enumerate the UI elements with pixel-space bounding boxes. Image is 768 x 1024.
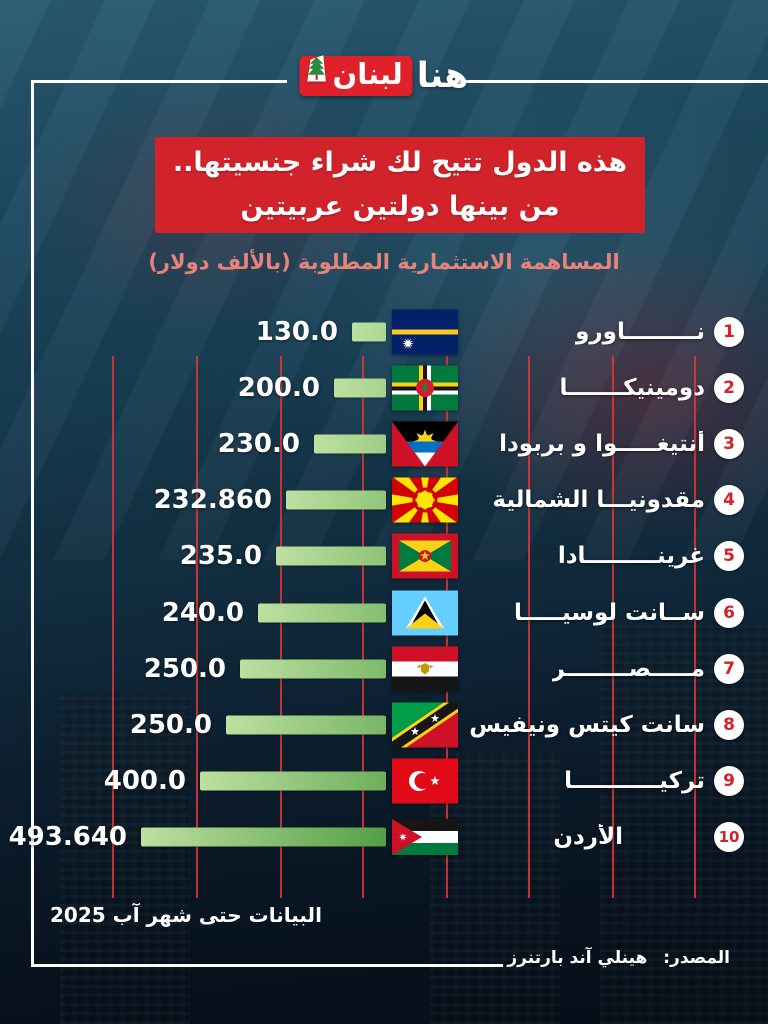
chart-row: 130.0 نـــــــــاورو 1 — [0, 304, 768, 360]
turkey-flag — [392, 758, 458, 804]
rank-badge: 8 — [714, 710, 744, 740]
value-bar — [286, 490, 386, 510]
rank-badge: 1 — [714, 317, 744, 347]
value-label: 240.0 — [161, 598, 244, 628]
chart-subtitle: المساهمة الاستثمارية المطلوبة (بالألف دو… — [148, 250, 620, 274]
rank-badge: 10 — [714, 822, 744, 852]
chart-row: 200.0 دومينيكـــــــا 2 — [0, 360, 768, 416]
frame-line-top-right — [452, 80, 768, 83]
source-credit: المصدر: هينلي آند بارتنرز — [507, 948, 730, 968]
nauru-flag — [392, 309, 458, 355]
gridline — [528, 356, 530, 898]
chart-row: 232.860 مقدونيـــا الشمالية 4 — [0, 472, 768, 528]
frame-line-left — [31, 80, 34, 967]
chart-row: 250.0 سانت كيتس ونيفيس 8 — [0, 697, 768, 753]
gridline — [362, 356, 364, 898]
rank-badge: 3 — [714, 429, 744, 459]
title-line2: من بينها دولتين عربيتين — [240, 191, 560, 222]
chart-row: 493.640 الأردن 10 — [0, 809, 768, 865]
hona-lebanon-logo: هنا لبنان — [299, 54, 469, 96]
saint-kitts-flag — [392, 702, 458, 748]
jordan-flag — [392, 819, 458, 855]
chart-row: 230.0 أنتيغـــــوا و بربودا 3 — [0, 416, 768, 472]
gridline — [196, 356, 198, 898]
cedar-icon — [307, 54, 326, 82]
country-name: مقدونيـــا الشمالية — [492, 487, 705, 513]
data-period-note: البيانات حتى شهر آب 2025 — [50, 903, 322, 927]
value-label: 250.0 — [143, 654, 226, 684]
logo-text-hona: هنا — [416, 55, 469, 96]
value-bar — [276, 546, 386, 566]
gridline — [280, 356, 282, 898]
country-name: غرينـــــــــادا — [557, 543, 705, 569]
value-label: 230.0 — [217, 429, 300, 459]
country-name: الأردن — [553, 824, 623, 850]
value-bar — [334, 378, 386, 398]
country-name: ســانت لوسيـــــا — [514, 600, 705, 626]
chart-row: 235.0 غرينـــــــــادا 5 — [0, 528, 768, 584]
value-label: 235.0 — [179, 541, 262, 571]
antigua-flag — [392, 421, 458, 467]
source-name: هينلي آند بارتنرز — [507, 948, 648, 968]
title-banner: هذه الدول تتيح لك شراء جنسيتها.. من بينه… — [155, 137, 645, 233]
rank-badge: 2 — [714, 373, 744, 403]
country-name: تركيـــــــــــا — [564, 768, 705, 794]
value-bar — [258, 603, 386, 623]
value-bar — [200, 771, 386, 791]
value-label: 130.0 — [255, 317, 338, 347]
rank-badge: 9 — [714, 766, 744, 796]
title-line1: هذه الدول تتيح لك شراء جنسيتها.. — [172, 146, 628, 178]
saint-lucia-flag — [392, 590, 458, 636]
value-label: 232.860 — [153, 485, 272, 515]
frame-line-bottom — [31, 964, 503, 967]
chart-row: 250.0 مـــــصــــــــر 7 — [0, 641, 768, 697]
source-label: المصدر: — [663, 948, 730, 968]
value-label: 493.640 — [8, 822, 127, 852]
value-bar — [226, 715, 386, 735]
grenada-flag — [392, 533, 458, 579]
value-label: 250.0 — [129, 710, 212, 740]
country-name: سانت كيتس ونيفيس — [469, 712, 705, 738]
value-label: 200.0 — [237, 373, 320, 403]
rank-badge: 5 — [714, 541, 744, 571]
logo-text-lebanon: لبنان — [332, 57, 403, 91]
value-bar — [240, 659, 386, 679]
country-name: أنتيغـــــوا و بربودا — [499, 431, 705, 457]
gridline — [112, 356, 114, 898]
logo-red-box: لبنان — [299, 54, 413, 96]
country-name: مـــــصــــــــر — [551, 656, 705, 682]
value-bar — [314, 434, 386, 454]
value-label: 400.0 — [103, 766, 186, 796]
rank-badge: 4 — [714, 485, 744, 515]
value-bar — [141, 827, 386, 847]
value-bar — [352, 322, 386, 342]
egypt-flag — [392, 646, 458, 692]
dominica-flag — [392, 365, 458, 411]
macedonia-flag — [392, 477, 458, 523]
country-name: دومينيكـــــــا — [559, 375, 705, 401]
chart-row: 240.0 ســانت لوسيـــــا 6 — [0, 585, 768, 641]
rank-badge: 6 — [714, 598, 744, 628]
rank-badge: 7 — [714, 654, 744, 684]
frame-line-top-left — [31, 80, 287, 83]
country-name: نـــــــــاورو — [575, 319, 705, 345]
chart-row: 400.0 تركيـــــــــــا 9 — [0, 753, 768, 809]
